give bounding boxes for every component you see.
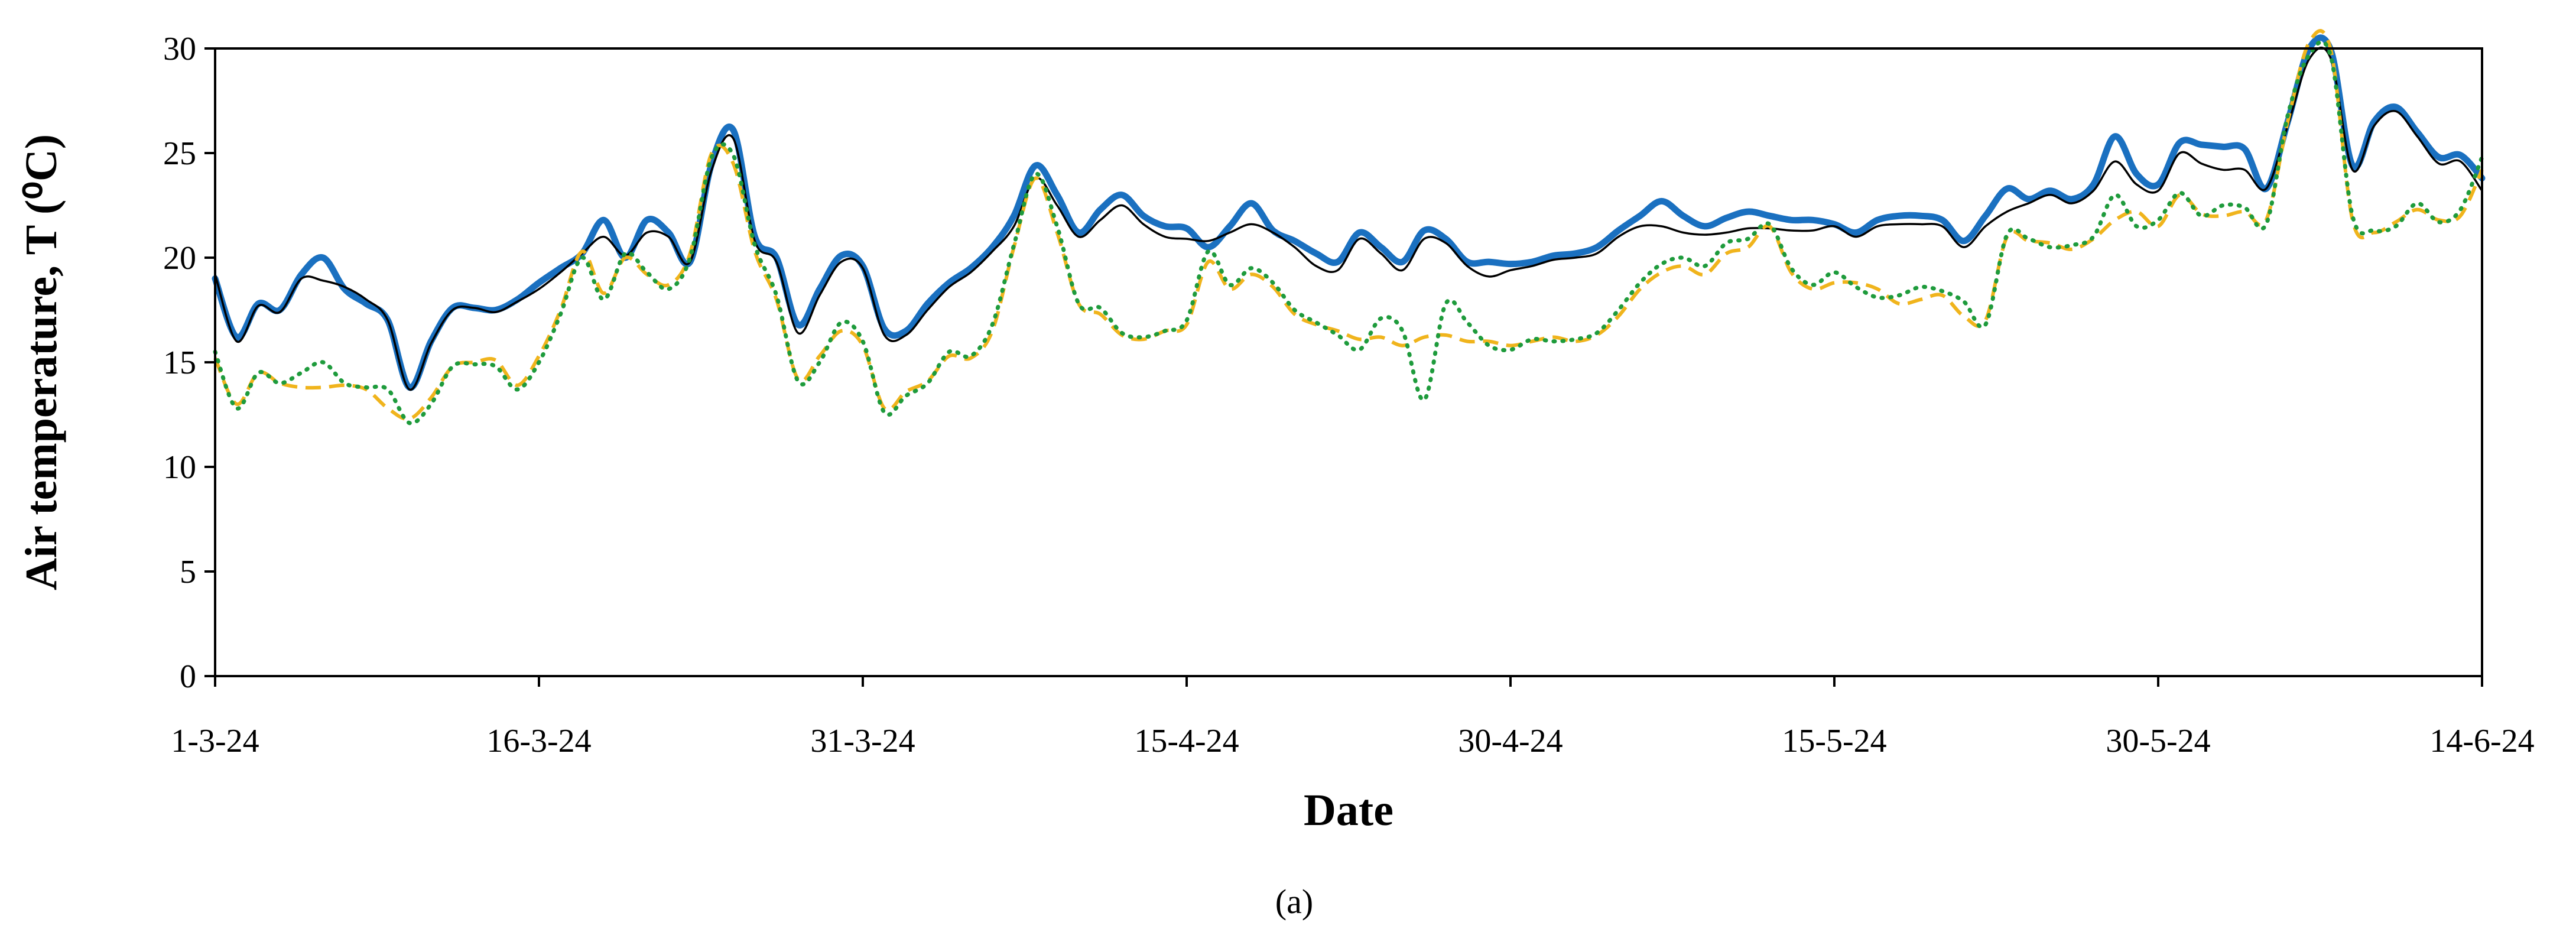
y-tick-label: 10 — [163, 449, 196, 486]
x-tick-label: 30-4-24 — [1458, 723, 1563, 759]
y-tick-label: 30 — [163, 31, 196, 67]
plot-area-frame — [214, 47, 2483, 677]
series-line-green-dotted — [213, 40, 2484, 426]
x-tick-label: 14-6-24 — [2429, 723, 2534, 759]
x-tick-label: 15-5-24 — [1782, 723, 1886, 759]
x-tick-label: 30-5-24 — [2106, 723, 2210, 759]
figure-caption: (a) — [1275, 882, 1313, 921]
y-tick-label: 5 — [180, 554, 196, 590]
x-axis: 1-3-24 16-3-24 31-3-24 15-4-24 30-4-24 15-5-2… — [171, 676, 2535, 759]
y-axis: 0 5 10 15 20 25 30 — [163, 31, 215, 695]
x-axis-title: Date — [1304, 785, 1393, 835]
y-tick-label: 0 — [180, 658, 196, 695]
series-line-black-thin — [214, 46, 2483, 391]
y-tick-label: 15 — [163, 345, 196, 381]
series-line-yellow-dashed — [213, 29, 2484, 421]
y-tick-label: 25 — [163, 135, 196, 172]
y-tick-label: 20 — [163, 240, 196, 277]
x-tick-label: 15-4-24 — [1134, 723, 1239, 759]
y-axis-title: Air temperature, T (⁰C) — [17, 134, 66, 590]
x-tick-label: 31-3-24 — [810, 723, 915, 759]
x-tick-label: 1-3-24 — [171, 723, 259, 759]
x-tick-label: 16-3-24 — [486, 723, 591, 759]
series-layer — [212, 29, 2486, 426]
series-line-blue-thick — [212, 34, 2486, 391]
